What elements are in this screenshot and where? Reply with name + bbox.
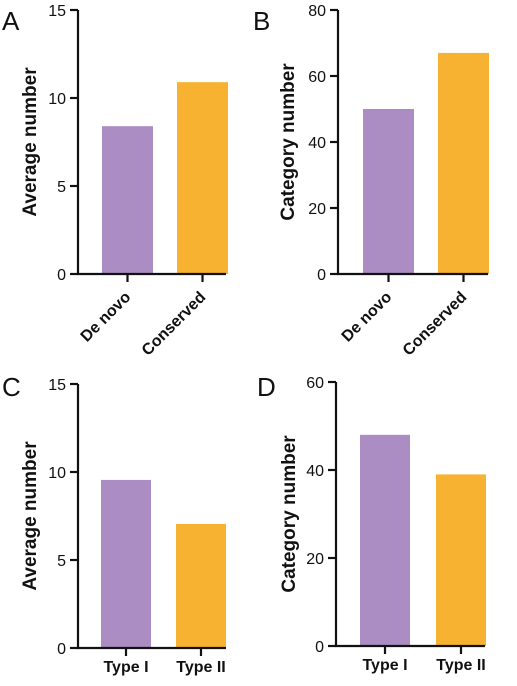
x-category-label: De novo [339, 289, 396, 346]
x-category-label: Type I [103, 659, 148, 676]
chart-panel-c: C 0 5 10 15 Type I Type II Average number [2, 372, 226, 676]
chart-panel-a: A 0 5 10 15 De novo Conserved Average number [2, 3, 228, 359]
y-tick-label: 20 [308, 201, 326, 218]
x-category-label: Type II [436, 657, 486, 674]
x-category-label: Conserved [400, 289, 471, 360]
y-tick-label: 15 [48, 377, 66, 394]
y-tick-label: 10 [48, 465, 66, 482]
y-tick-label: 0 [317, 267, 326, 284]
y-axis-label: Average number [20, 441, 41, 591]
x-category-label: Conserved [139, 289, 210, 360]
y-tick-label: 40 [306, 463, 324, 480]
panel-letter: C [2, 372, 21, 402]
bar-1 [363, 109, 414, 274]
y-axis-label: Category number [278, 63, 299, 221]
y-tick-label: 5 [57, 553, 66, 570]
bar-2 [438, 52, 489, 275]
x-category-label: Type I [362, 657, 407, 674]
x-category-label: De novo [78, 289, 135, 346]
panel-letter: B [253, 6, 270, 36]
y-tick-label: 60 [308, 69, 326, 86]
panel-letter: D [257, 372, 276, 402]
y-tick-label: 5 [57, 179, 66, 196]
chart-panel-d: D 0 20 40 60 Type I Type II Category number [257, 372, 486, 674]
y-axis-label: Average number [20, 67, 41, 217]
y-tick-label: 40 [308, 135, 326, 152]
bar-1 [360, 434, 410, 646]
y-tick-label: 0 [315, 639, 324, 656]
y-tick-label: 20 [306, 551, 324, 568]
x-category-label: Type II [176, 659, 226, 676]
bar-2 [177, 82, 228, 274]
y-tick-label: 0 [57, 267, 66, 284]
y-axis-label: Category number [279, 435, 300, 593]
bar-2 [436, 474, 486, 646]
y-tick-label: 10 [48, 91, 66, 108]
y-tick-label: 60 [306, 375, 324, 392]
bar-1 [102, 126, 153, 274]
y-tick-label: 80 [308, 3, 326, 20]
bar-2 [176, 523, 226, 648]
chart-panel-b: B 0 20 40 60 80 De novo Conserved Category numbe… [253, 3, 489, 359]
panel-letter: A [2, 6, 20, 36]
bar-1 [101, 479, 151, 648]
y-tick-label: 15 [48, 3, 66, 20]
y-tick-label: 0 [57, 641, 66, 658]
